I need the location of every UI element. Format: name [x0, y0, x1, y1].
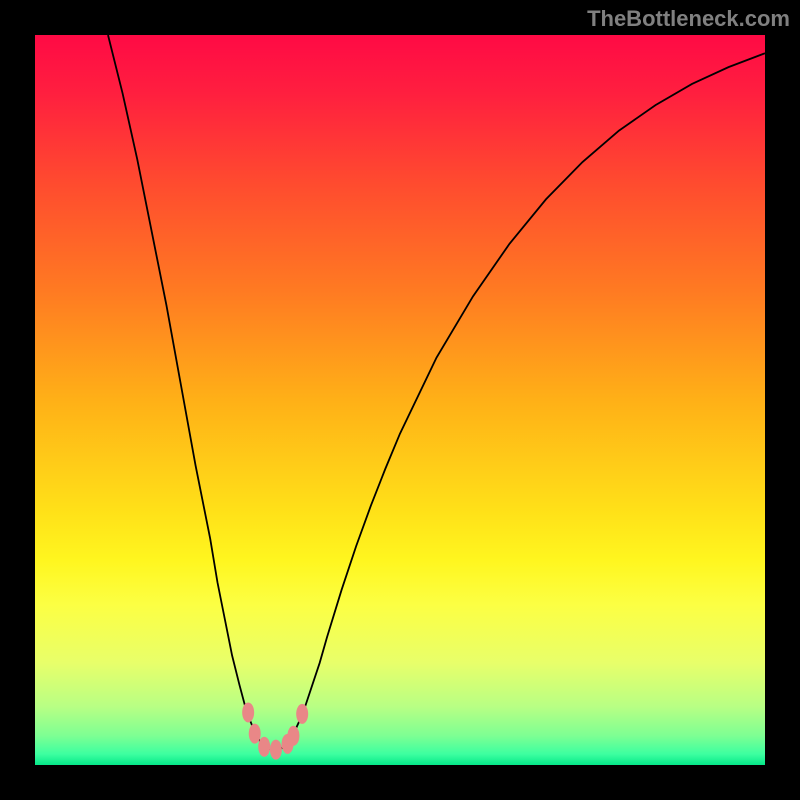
- bottleneck-curve: [108, 35, 765, 750]
- chart-svg: [35, 35, 765, 765]
- marker-point: [242, 702, 254, 722]
- watermark-text: TheBottleneck.com: [587, 6, 790, 32]
- plot-area: [35, 35, 765, 765]
- marker-point: [270, 740, 282, 760]
- marker-point: [287, 726, 299, 746]
- marker-point: [258, 737, 270, 757]
- marker-point: [296, 704, 308, 724]
- marker-point: [249, 724, 261, 744]
- curve-markers: [242, 702, 308, 759]
